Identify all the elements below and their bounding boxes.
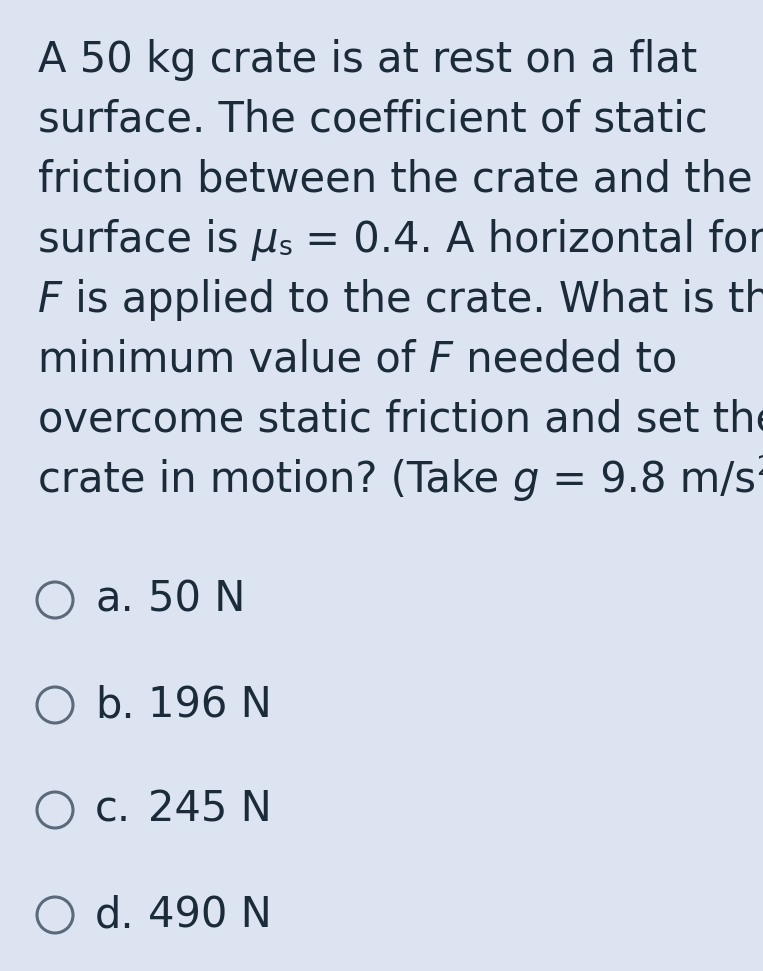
Text: minimum value of: minimum value of xyxy=(38,339,429,381)
Text: is applied to the crate. What is the: is applied to the crate. What is the xyxy=(62,279,763,321)
Text: F: F xyxy=(429,339,452,381)
Text: b.: b. xyxy=(95,684,134,726)
Text: crate in motion? (Take: crate in motion? (Take xyxy=(38,459,513,501)
Text: 490 N: 490 N xyxy=(148,894,272,936)
Text: a.: a. xyxy=(95,579,134,621)
Text: A 50 kg crate is at rest on a flat: A 50 kg crate is at rest on a flat xyxy=(38,39,697,81)
Text: μ: μ xyxy=(252,219,278,261)
Text: c.: c. xyxy=(95,789,131,831)
Text: d.: d. xyxy=(95,894,134,936)
Text: = 0.4. A horizontal force: = 0.4. A horizontal force xyxy=(292,219,763,261)
Text: 50 N: 50 N xyxy=(148,579,246,621)
Text: s: s xyxy=(278,235,292,261)
Text: = 9.8 m/s: = 9.8 m/s xyxy=(539,459,755,501)
Text: surface. The coefficient of static: surface. The coefficient of static xyxy=(38,99,708,141)
Text: F: F xyxy=(38,279,62,321)
Text: 2: 2 xyxy=(755,455,763,481)
Text: overcome static friction and set the: overcome static friction and set the xyxy=(38,399,763,441)
Text: friction between the crate and the: friction between the crate and the xyxy=(38,159,752,201)
Text: g: g xyxy=(513,459,539,501)
Text: 245 N: 245 N xyxy=(148,789,272,831)
Text: surface is: surface is xyxy=(38,219,252,261)
Text: 196 N: 196 N xyxy=(148,684,272,726)
Text: needed to: needed to xyxy=(452,339,677,381)
